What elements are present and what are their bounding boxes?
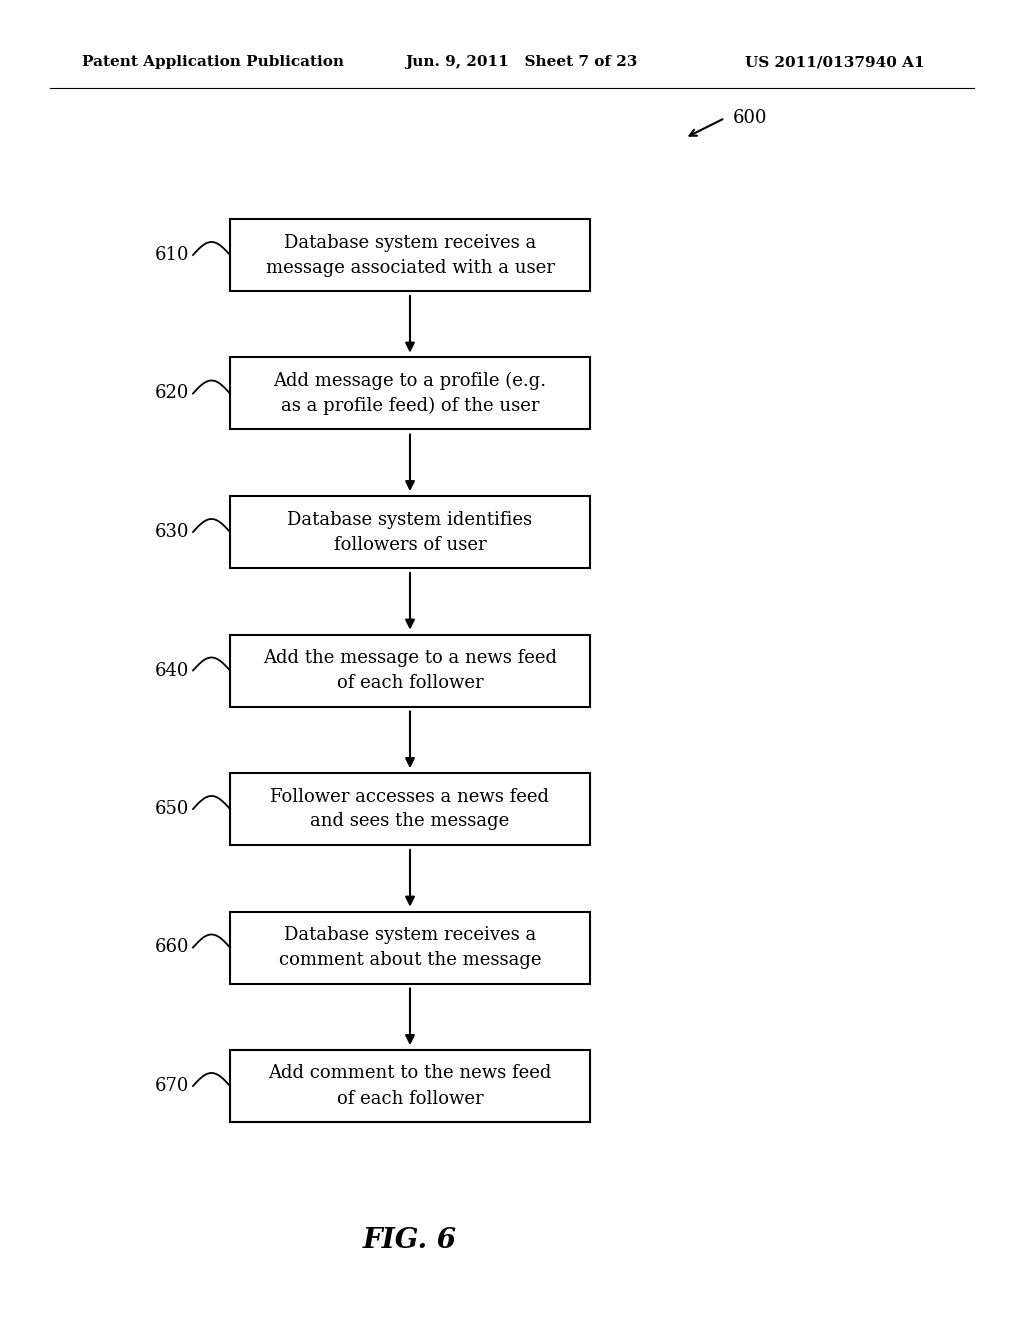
FancyBboxPatch shape: [230, 912, 590, 983]
FancyBboxPatch shape: [230, 219, 590, 290]
Text: 600: 600: [733, 110, 768, 127]
FancyBboxPatch shape: [230, 635, 590, 706]
Text: 620: 620: [155, 384, 189, 403]
Text: Database system receives a
comment about the message: Database system receives a comment about…: [279, 927, 542, 969]
FancyBboxPatch shape: [230, 496, 590, 568]
Text: FIG. 6: FIG. 6: [362, 1226, 457, 1254]
FancyBboxPatch shape: [230, 1049, 590, 1122]
Text: Jun. 9, 2011   Sheet 7 of 23: Jun. 9, 2011 Sheet 7 of 23: [406, 55, 637, 69]
Text: 640: 640: [155, 661, 189, 680]
Text: US 2011/0137940 A1: US 2011/0137940 A1: [745, 55, 925, 69]
Text: Patent Application Publication: Patent Application Publication: [82, 55, 344, 69]
Text: 610: 610: [155, 246, 189, 264]
FancyBboxPatch shape: [230, 358, 590, 429]
Text: Database system identifies
followers of user: Database system identifies followers of …: [288, 511, 532, 553]
FancyBboxPatch shape: [230, 774, 590, 845]
Text: Add the message to a news feed
of each follower: Add the message to a news feed of each f…: [263, 649, 557, 692]
Text: Add comment to the news feed
of each follower: Add comment to the news feed of each fol…: [268, 1064, 552, 1107]
Text: 670: 670: [155, 1077, 189, 1096]
Text: Database system receives a
message associated with a user: Database system receives a message assoc…: [265, 234, 554, 276]
Text: Follower accesses a news feed
and sees the message: Follower accesses a news feed and sees t…: [270, 788, 550, 830]
Text: 650: 650: [155, 800, 189, 818]
Text: Add message to a profile (e.g.
as a profile feed) of the user: Add message to a profile (e.g. as a prof…: [273, 372, 547, 416]
Text: 630: 630: [155, 523, 189, 541]
Text: 660: 660: [155, 939, 189, 957]
